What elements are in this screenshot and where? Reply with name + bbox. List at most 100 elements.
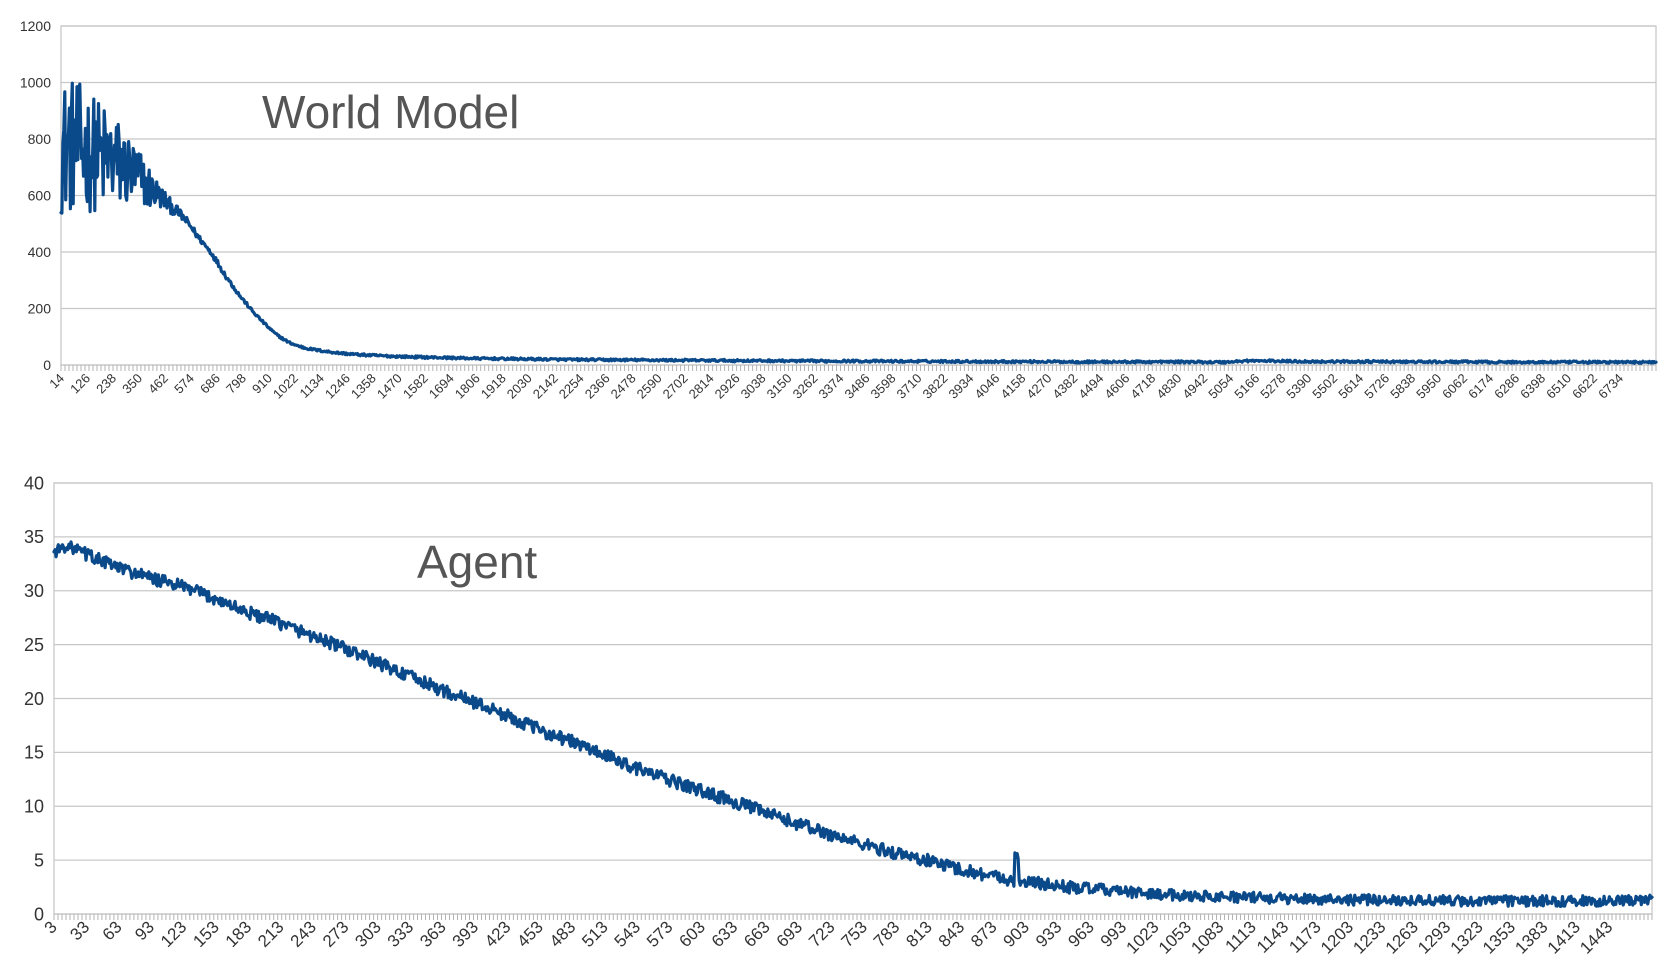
x-tick-label: 5054 bbox=[1205, 371, 1236, 402]
x-tick-label: 4158 bbox=[997, 371, 1028, 402]
x-tick-label: 6286 bbox=[1491, 371, 1522, 402]
x-tick-label: 5390 bbox=[1283, 371, 1314, 402]
x-tick-label: 3598 bbox=[868, 371, 899, 402]
x-tick-label: 963 bbox=[1064, 917, 1097, 950]
x-tick-label: 453 bbox=[513, 917, 546, 950]
x-tick-label: 238 bbox=[93, 371, 119, 397]
x-tick-label: 63 bbox=[99, 917, 126, 944]
x-tick-label: 1806 bbox=[452, 371, 483, 402]
x-tick-label: 6062 bbox=[1439, 371, 1470, 402]
x-tick-label: 1022 bbox=[270, 371, 301, 402]
x-tick-label: 213 bbox=[254, 917, 287, 950]
x-tick-label: 126 bbox=[67, 371, 93, 397]
x-tick-label: 513 bbox=[578, 917, 611, 950]
x-tick-label: 723 bbox=[805, 917, 838, 950]
x-tick-label: 4718 bbox=[1127, 371, 1158, 402]
y-tick-label: 1000 bbox=[20, 74, 51, 90]
x-tick-label: 1443 bbox=[1576, 917, 1616, 957]
x-tick-label: 1413 bbox=[1544, 917, 1584, 957]
y-tick-label: 10 bbox=[24, 797, 44, 817]
x-tick-label: 843 bbox=[935, 917, 968, 950]
x-tick-label: 4382 bbox=[1049, 371, 1080, 402]
x-tick-label: 483 bbox=[546, 917, 579, 950]
x-tick-label: 303 bbox=[351, 917, 384, 950]
x-tick-label: 2030 bbox=[504, 371, 535, 402]
y-tick-label: 1200 bbox=[20, 18, 51, 34]
x-tick-label: 33 bbox=[66, 917, 93, 944]
y-tick-label: 25 bbox=[24, 635, 44, 655]
x-tick-label: 1353 bbox=[1479, 917, 1519, 957]
world-model-chart: 0 200 400 600 800 1000 1200 14 126 238 350 462 574 68… bbox=[20, 18, 1658, 402]
x-tick-label: 693 bbox=[773, 917, 806, 950]
x-tick-label: 6510 bbox=[1543, 371, 1574, 402]
x-tick-label: 3150 bbox=[764, 371, 795, 402]
chart-title: Agent bbox=[417, 536, 537, 588]
x-tick-label: 4606 bbox=[1101, 371, 1132, 402]
x-tick-label: 1173 bbox=[1285, 917, 1324, 956]
x-tick-label: 663 bbox=[740, 917, 773, 950]
x-tick-label: 3262 bbox=[790, 371, 821, 402]
x-tick-label: 686 bbox=[197, 371, 223, 397]
x-tick-label: 4942 bbox=[1179, 371, 1210, 402]
y-tick-label: 15 bbox=[24, 743, 44, 763]
x-minor-ticks bbox=[60, 365, 1657, 371]
y-tick-label: 20 bbox=[24, 689, 44, 709]
chart-title: World Model bbox=[262, 86, 519, 138]
x-tick-label: 350 bbox=[119, 371, 145, 397]
x-tick-label: 153 bbox=[189, 917, 222, 950]
y-tick-label: 5 bbox=[34, 850, 44, 870]
x-tick-label: 273 bbox=[319, 917, 352, 950]
x-tick-label: 1083 bbox=[1187, 917, 1227, 957]
x-tick-label: 603 bbox=[675, 917, 708, 950]
x-tick-label: 5726 bbox=[1361, 371, 1392, 402]
x-tick-label: 753 bbox=[838, 917, 871, 950]
x-tick-label: 5614 bbox=[1335, 371, 1366, 402]
x-tick-label: 5950 bbox=[1413, 371, 1444, 402]
x-tick-label: 2478 bbox=[608, 371, 639, 402]
x-tick-label: 1246 bbox=[322, 371, 353, 402]
x-tick-label: 1694 bbox=[426, 371, 457, 402]
x-tick-label: 5502 bbox=[1309, 371, 1340, 402]
y-tick-label: 0 bbox=[43, 357, 51, 373]
x-tick-label: 4046 bbox=[971, 371, 1002, 402]
x-tick-label: 5166 bbox=[1231, 371, 1262, 402]
x-tick-label: 6622 bbox=[1569, 371, 1600, 402]
x-minor-ticks bbox=[53, 914, 1653, 920]
x-tick-label: 2926 bbox=[712, 371, 743, 402]
x-tick-label: 14 bbox=[46, 371, 67, 392]
x-tick-label: 4494 bbox=[1075, 371, 1106, 402]
x-tick-label: 333 bbox=[384, 917, 417, 950]
x-tick-label: 1918 bbox=[478, 371, 509, 402]
x-tick-label: 3934 bbox=[945, 371, 976, 402]
x-tick-label: 123 bbox=[157, 917, 190, 950]
y-tick-label: 600 bbox=[28, 187, 52, 203]
x-tick-label: 423 bbox=[481, 917, 514, 950]
x-tick-label: 633 bbox=[708, 917, 741, 950]
x-tick-label: 2814 bbox=[686, 371, 717, 402]
x-tick-label: 813 bbox=[902, 917, 935, 950]
x-tick-label: 3374 bbox=[816, 371, 847, 402]
x-tick-label: 783 bbox=[870, 917, 903, 950]
x-tick-label: 363 bbox=[416, 917, 449, 950]
x-tick-label: 1470 bbox=[374, 371, 405, 402]
y-tick-label: 400 bbox=[28, 244, 52, 260]
y-tick-label: 30 bbox=[24, 581, 44, 601]
x-tick-label: 93 bbox=[131, 917, 158, 944]
x-tick-label: 903 bbox=[1000, 917, 1033, 950]
x-tick-label: 1233 bbox=[1349, 917, 1389, 957]
x-tick-label: 1582 bbox=[400, 371, 431, 402]
x-tick-label: 574 bbox=[171, 371, 197, 397]
x-tick-label: 573 bbox=[643, 917, 676, 950]
x-tick-label: 1113 bbox=[1222, 917, 1260, 955]
series-line bbox=[59, 81, 1658, 365]
x-tick-label: 1263 bbox=[1382, 917, 1422, 957]
x-tick-label: 6734 bbox=[1595, 371, 1626, 402]
x-tick-label: 2254 bbox=[556, 371, 587, 402]
x-tick-label: 183 bbox=[222, 917, 255, 950]
x-tick-label: 933 bbox=[1032, 917, 1065, 950]
x-tick-label: 3 bbox=[41, 917, 61, 937]
x-tick-label: 393 bbox=[449, 917, 482, 950]
x-tick-label: 1358 bbox=[348, 371, 379, 402]
x-tick-label: 3822 bbox=[920, 371, 951, 402]
